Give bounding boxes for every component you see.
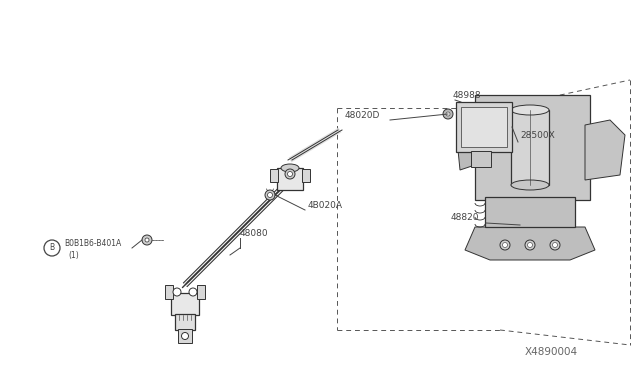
Text: 28500X: 28500X <box>520 131 555 140</box>
Circle shape <box>527 243 532 247</box>
Bar <box>165 285 173 299</box>
Circle shape <box>142 235 152 245</box>
Text: 4B020A: 4B020A <box>308 201 343 210</box>
Circle shape <box>173 288 181 296</box>
Circle shape <box>552 243 557 247</box>
Text: B: B <box>49 244 54 253</box>
Circle shape <box>44 240 60 256</box>
Bar <box>471 151 491 167</box>
Circle shape <box>443 109 453 119</box>
Ellipse shape <box>281 164 299 172</box>
Circle shape <box>502 243 508 247</box>
Bar <box>171 293 199 315</box>
Circle shape <box>446 112 450 116</box>
Bar <box>485 197 575 227</box>
Circle shape <box>145 238 149 242</box>
Circle shape <box>500 240 510 250</box>
Polygon shape <box>182 183 287 288</box>
Ellipse shape <box>511 180 549 190</box>
Text: B0B1B6-B401A: B0B1B6-B401A <box>64 239 121 248</box>
Circle shape <box>285 169 295 179</box>
Circle shape <box>268 192 273 198</box>
Text: 48820: 48820 <box>451 213 479 222</box>
Circle shape <box>287 171 292 176</box>
Text: 48020D: 48020D <box>345 111 380 120</box>
Polygon shape <box>458 145 475 170</box>
Text: 48988: 48988 <box>453 91 482 100</box>
Polygon shape <box>465 227 595 260</box>
Circle shape <box>189 288 197 296</box>
Polygon shape <box>585 120 625 180</box>
Bar <box>456 102 512 152</box>
Circle shape <box>550 240 560 250</box>
Bar <box>511 110 549 185</box>
Bar <box>197 285 205 299</box>
Bar <box>277 168 303 190</box>
Bar <box>302 169 310 182</box>
Text: (1): (1) <box>68 251 79 260</box>
Text: 48080: 48080 <box>240 229 269 238</box>
Bar <box>175 314 195 330</box>
Text: X4890004: X4890004 <box>525 347 578 357</box>
Bar <box>270 169 278 182</box>
Circle shape <box>182 333 189 340</box>
Ellipse shape <box>511 105 549 115</box>
Circle shape <box>525 240 535 250</box>
Bar <box>461 107 507 147</box>
Bar <box>475 95 590 200</box>
Bar <box>178 329 192 343</box>
Circle shape <box>265 190 275 200</box>
